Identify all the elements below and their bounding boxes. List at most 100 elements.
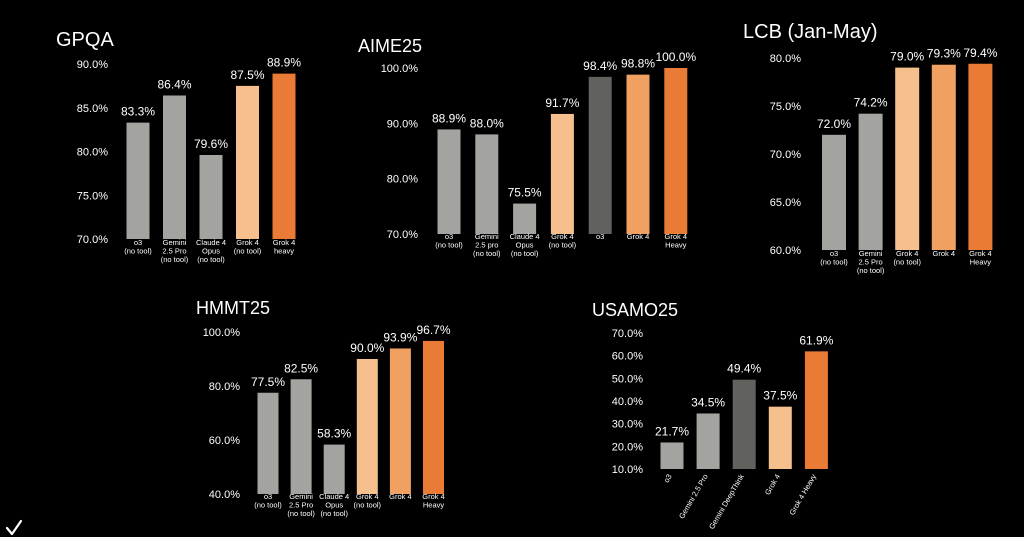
category-label-line: Opus — [202, 247, 220, 256]
y-tick-label: 50.0% — [612, 373, 643, 385]
category-label: Claude 4 Opus (no tool) — [319, 492, 349, 518]
bar — [768, 406, 792, 469]
category-label-line: (no tool) — [435, 241, 463, 250]
bar — [513, 203, 537, 234]
bar — [588, 76, 612, 234]
bar — [423, 340, 444, 494]
category-label-line: (no tool) — [124, 247, 152, 256]
category-label: Gemini 2.5 Pro (no tool) — [857, 249, 885, 275]
chart-title: GPQA — [56, 29, 114, 51]
y-tick-label: 60.0% — [209, 435, 240, 447]
value-label: 86.4% — [157, 78, 191, 92]
y-tick-label: 90.0% — [387, 118, 418, 130]
value-label: 49.4% — [727, 362, 761, 376]
category-label-line: Grok 4 — [356, 492, 379, 501]
bar — [660, 442, 684, 469]
bar — [126, 122, 150, 239]
category-label: Grok 4 (no tool) — [549, 232, 577, 250]
category-label-line: (no tool) — [161, 255, 189, 264]
bar — [822, 134, 846, 250]
value-label: 79.3% — [927, 47, 961, 61]
category-label-line: o3 — [830, 249, 838, 258]
category-label: Grok 4 Heavy — [969, 249, 992, 267]
category-label-line: Grok 4 — [969, 249, 992, 258]
category-label-line: (no tool) — [893, 258, 921, 267]
category-label: Grok 4 — [933, 249, 956, 258]
category-label-line: (no tool) — [197, 255, 225, 264]
category-label-line: Grok 4 — [389, 492, 412, 501]
y-tick-label: 60.0% — [770, 245, 801, 257]
value-label: 88.9% — [432, 111, 466, 125]
category-label-line: Grok 4 — [933, 249, 956, 258]
chart-title: LCB (Jan-May) — [743, 21, 877, 43]
y-tick-label: 60.0% — [612, 351, 643, 363]
y-tick-label: 80.0% — [387, 174, 418, 186]
bar — [931, 64, 956, 250]
bar — [804, 351, 828, 469]
bar — [664, 68, 688, 234]
bar — [895, 67, 920, 250]
bar — [199, 155, 223, 239]
value-label: 98.4% — [583, 59, 617, 73]
y-tick-label: 75.0% — [770, 101, 801, 113]
category-label-line: o3 — [445, 232, 453, 241]
category-label: Grok 4 — [389, 492, 412, 501]
category-label-line: Claude 4 — [510, 232, 540, 241]
category-label-line: o3 — [596, 232, 604, 241]
category-label-line: (no tool) — [254, 501, 282, 510]
category-label-line: Grok 4 — [627, 232, 650, 241]
category-label-line: Grok 4 — [896, 249, 919, 258]
category-label: Grok 4 (no tool) — [234, 238, 262, 256]
y-tick-label: 30.0% — [612, 419, 643, 431]
category-label-line: (no tool) — [354, 501, 382, 510]
y-tick-label: 90.0% — [77, 59, 108, 71]
value-label: 74.2% — [854, 96, 888, 110]
value-label: 87.5% — [230, 68, 264, 82]
y-tick-label: 40.0% — [209, 489, 240, 501]
value-label: 34.5% — [691, 395, 725, 409]
category-label: Gemini DeepThink — [707, 472, 746, 531]
category-label-line: Claude 4 — [319, 492, 349, 501]
category-label-line: Gemini — [859, 249, 883, 258]
category-label-line: (no tool) — [287, 509, 315, 518]
value-label: 61.9% — [799, 333, 833, 347]
value-label: 100.0% — [655, 50, 696, 64]
category-label-line: 2.5 pro — [475, 241, 498, 250]
category-label-line: Heavy — [423, 501, 445, 510]
y-tick-label: 70.0% — [770, 149, 801, 161]
category-label-line: (no tool) — [320, 509, 348, 518]
xai-logo-icon — [5, 519, 23, 536]
y-tick-label: 85.0% — [77, 103, 108, 115]
bar — [323, 444, 345, 494]
category-label: Gemini 2.5 pro (no tool) — [473, 232, 501, 258]
value-label: 79.6% — [194, 137, 228, 151]
category-label-line: Grok 4 — [422, 492, 445, 501]
category-label: Grok 4 (no tool) — [893, 249, 921, 267]
bar — [163, 95, 186, 239]
value-label: 21.7% — [655, 424, 689, 438]
category-label-line: (no tool) — [820, 258, 848, 267]
category-label-line: Grok 4 — [551, 232, 574, 241]
bar — [389, 348, 411, 494]
value-label: 93.9% — [383, 330, 417, 344]
bar — [236, 85, 259, 239]
bar — [968, 63, 993, 251]
value-label: 88.0% — [470, 116, 504, 130]
value-label: 98.8% — [621, 57, 655, 71]
category-label-line: Grok 4 — [236, 238, 259, 247]
category-label-line: o3 — [134, 238, 142, 247]
y-tick-label: 70.0% — [612, 328, 643, 340]
bar — [272, 73, 296, 239]
category-label: Grok 4 Heavy — [665, 232, 688, 250]
category-label: Grok 4 heavy — [273, 238, 296, 256]
y-tick-label: 80.0% — [770, 53, 801, 65]
bar — [858, 113, 883, 251]
chart-lcb: LCB (Jan-May) 80.0% 75.0% 70.0% 65.0% 60.0% 72… — [743, 21, 998, 275]
bar — [257, 392, 279, 494]
y-tick-label: 10.0% — [612, 464, 643, 476]
category-label-line: Claude 4 — [196, 238, 226, 247]
category-label: o3 (no tool) — [435, 232, 463, 250]
category-label-line: Gemini — [289, 492, 313, 501]
